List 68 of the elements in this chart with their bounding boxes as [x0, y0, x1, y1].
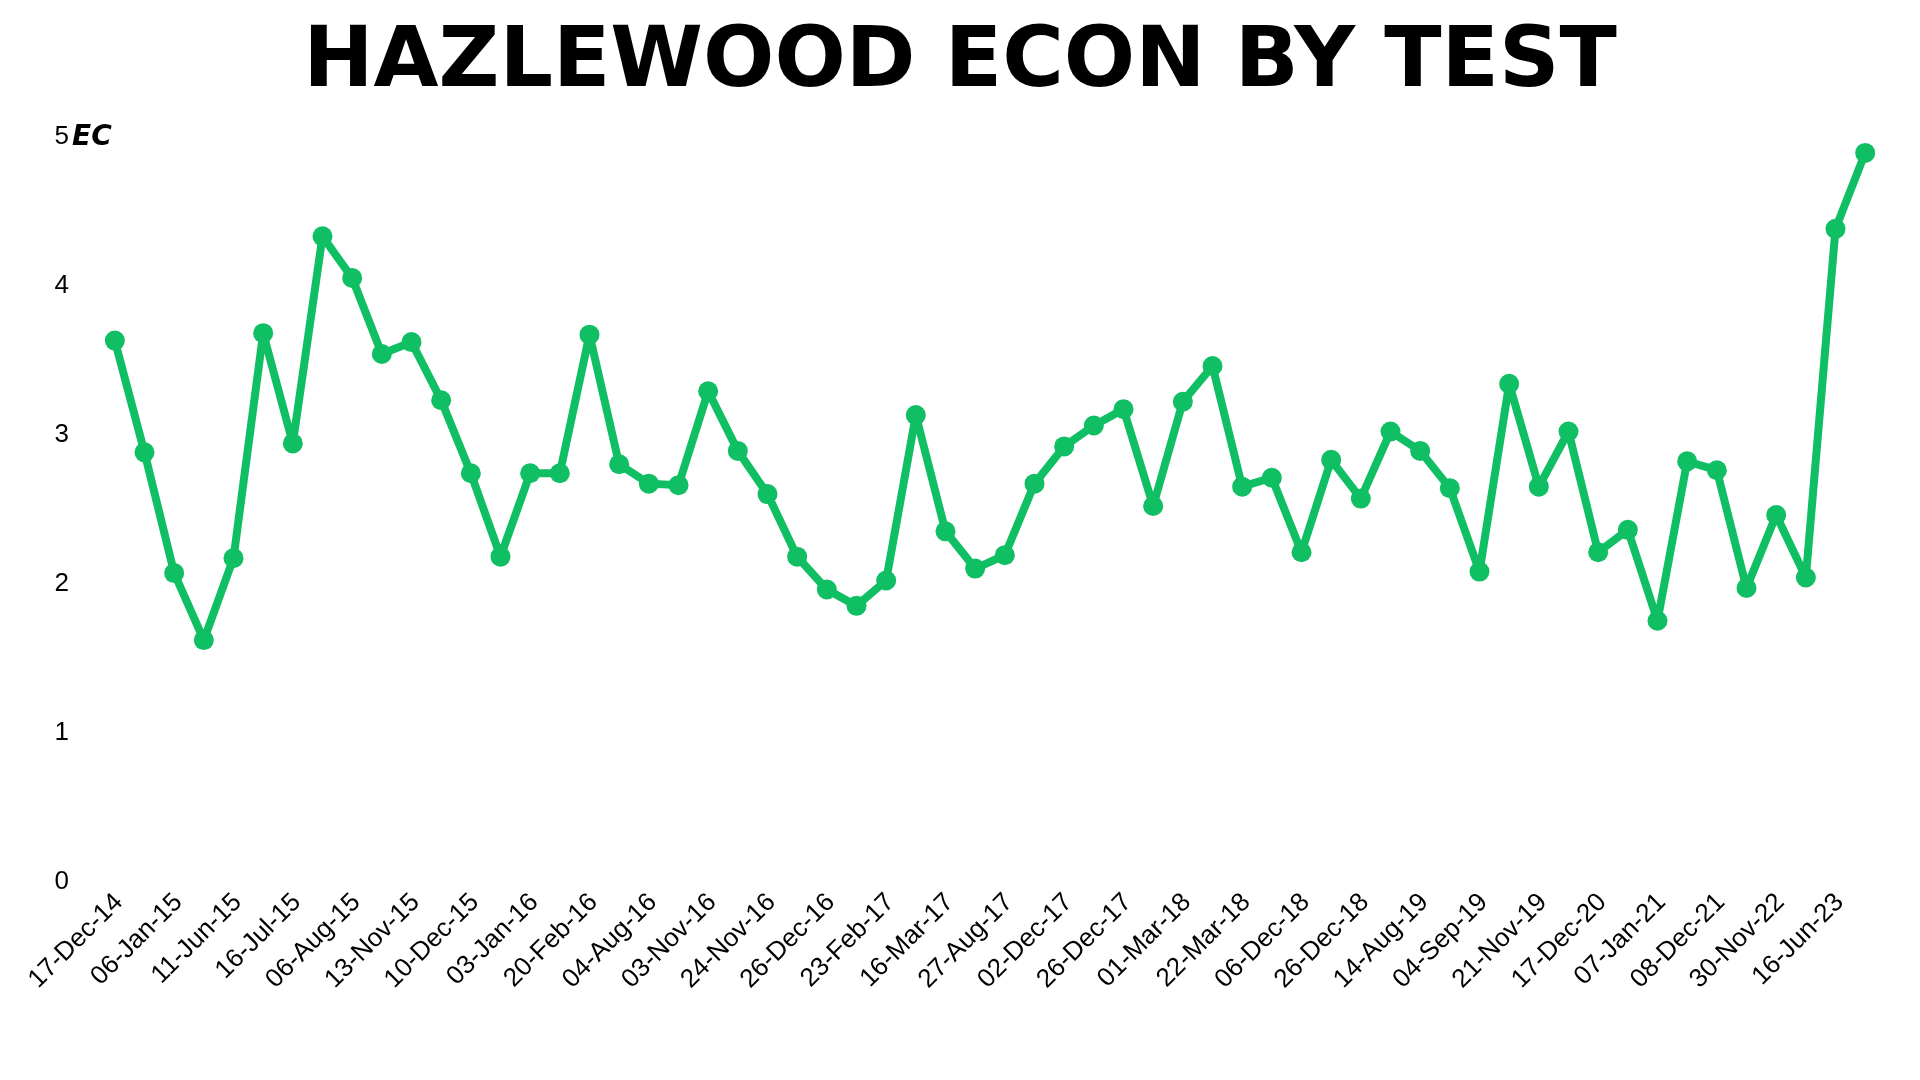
point: [1766, 504, 1787, 525]
point: [1172, 391, 1193, 412]
point: [1855, 142, 1876, 163]
point: [727, 440, 748, 461]
point: [1202, 355, 1223, 376]
point: [994, 545, 1015, 566]
point: [134, 442, 155, 463]
point: [609, 454, 630, 475]
point: [1795, 567, 1816, 588]
point: [401, 332, 422, 353]
point: [1113, 399, 1134, 420]
point: [1083, 415, 1104, 436]
point: [638, 473, 659, 494]
point: [1825, 218, 1846, 239]
point: [1380, 421, 1401, 442]
point: [490, 546, 511, 567]
point: [668, 475, 689, 496]
y-tick-label: 1: [54, 716, 69, 747]
point: [223, 548, 244, 569]
point: [579, 324, 600, 345]
point: [164, 563, 185, 584]
point: [1617, 519, 1638, 540]
point: [905, 405, 926, 426]
point: [1439, 478, 1460, 499]
point: [1469, 561, 1490, 582]
point: [1528, 476, 1549, 497]
point: [1261, 467, 1282, 488]
y-tick-label: 2: [54, 567, 69, 598]
point: [371, 344, 392, 365]
point: [1410, 440, 1431, 461]
point: [1677, 451, 1698, 472]
y-tick-label: 4: [54, 269, 69, 300]
point: [312, 226, 333, 247]
point: [787, 546, 808, 567]
point: [1647, 610, 1668, 631]
point: [1321, 449, 1342, 470]
point: [1588, 542, 1609, 563]
point: [1736, 577, 1757, 598]
point: [698, 381, 719, 402]
point: [846, 595, 867, 616]
y-tick-label: 0: [54, 865, 69, 896]
point: [1499, 373, 1520, 394]
point: [1558, 421, 1579, 442]
point: [816, 579, 837, 600]
point: [1054, 436, 1075, 457]
y-tick-label: 5: [54, 120, 69, 151]
point: [431, 390, 452, 411]
point: [549, 463, 570, 484]
point: [935, 521, 956, 542]
point: [1291, 542, 1312, 563]
chart-title: HAZLEWOOD ECON BY TEST: [303, 7, 1617, 106]
point: [876, 570, 897, 591]
point: [193, 630, 214, 651]
point: [1024, 473, 1045, 494]
point: [1232, 476, 1253, 497]
point: [757, 484, 778, 505]
point: [342, 268, 363, 289]
point: [965, 558, 986, 579]
point: [460, 463, 481, 484]
point: [1706, 460, 1727, 481]
point: [253, 323, 274, 344]
point: [520, 463, 541, 484]
y-tick-label: 3: [54, 418, 69, 449]
point: [1143, 496, 1164, 516]
point: [282, 433, 303, 454]
point: [104, 330, 125, 351]
y-axis-title: EC: [72, 119, 113, 152]
point: [1350, 488, 1371, 509]
